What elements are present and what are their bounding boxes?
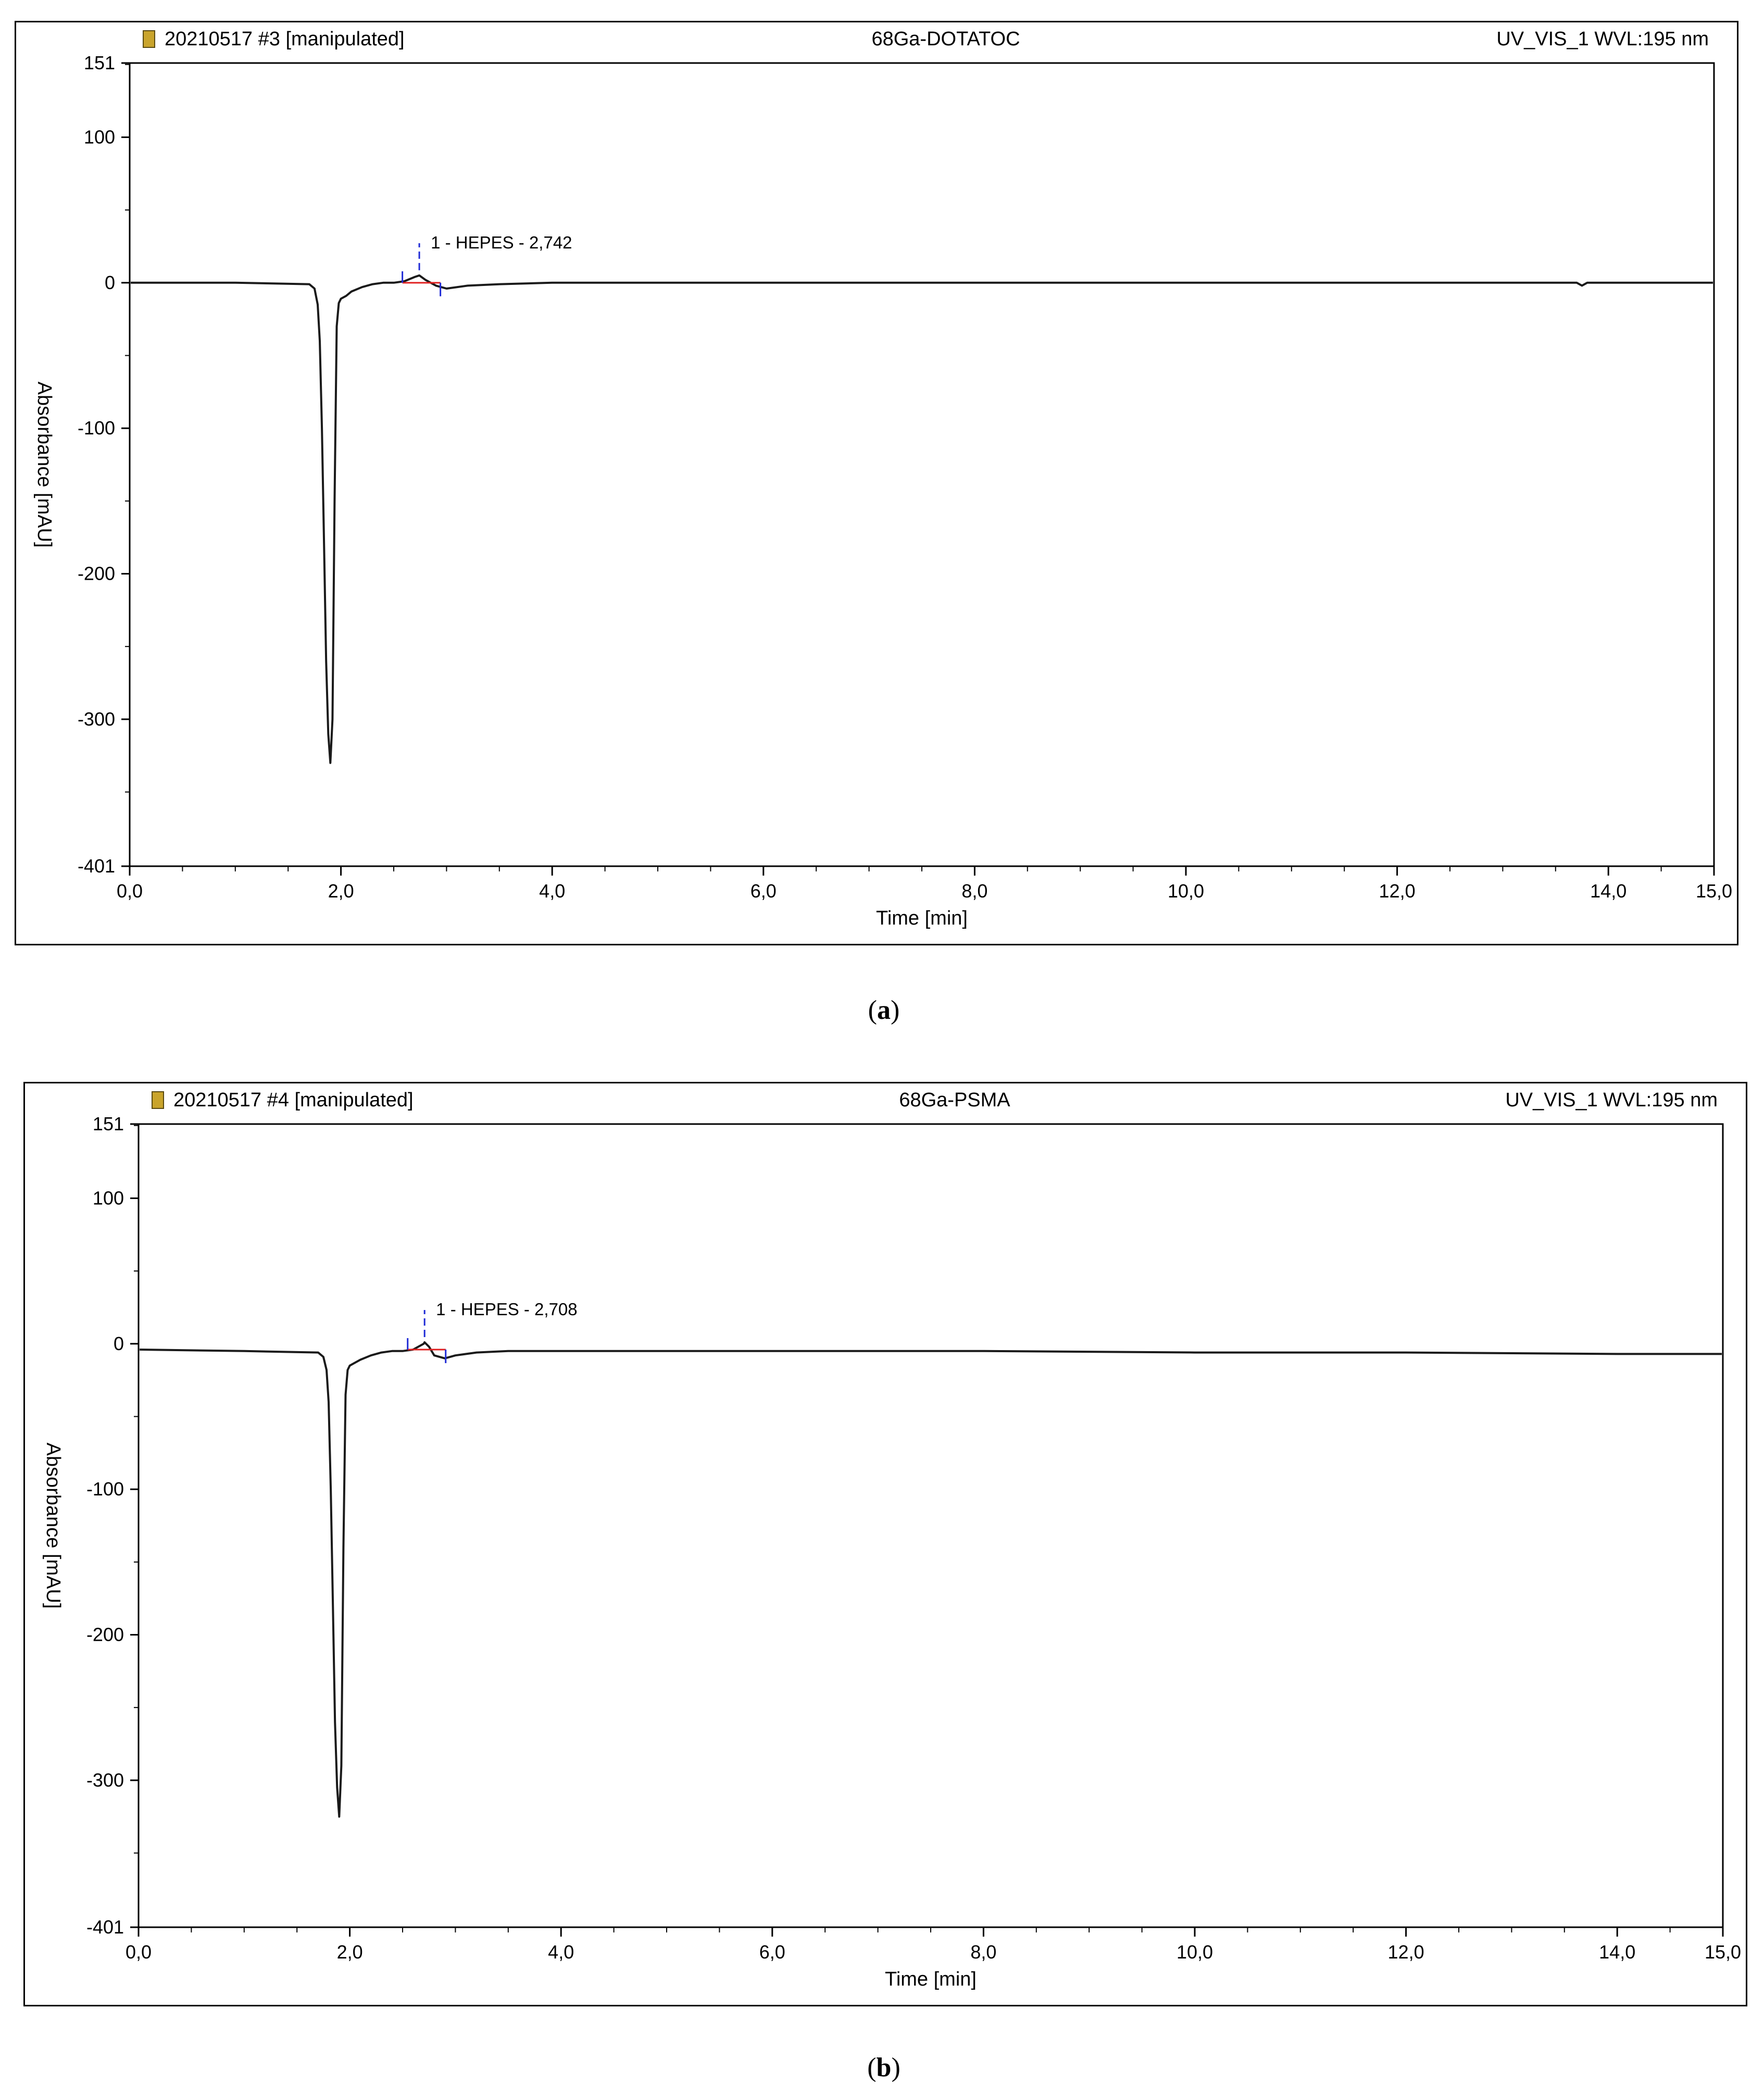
- x-tick-label: 0,0: [117, 880, 143, 902]
- y-axis-label: Absorbance [mAU]: [42, 1443, 64, 1609]
- y-tick-label: -300: [78, 708, 115, 730]
- y-tick-label: -100: [78, 417, 115, 439]
- y-tick-label: 151: [93, 1113, 124, 1134]
- x-axis-label: Time [min]: [876, 907, 968, 929]
- header-injection: 20210517 #3 [manipulated]: [165, 28, 405, 50]
- chromatogram-b-svg: 20210517 #4 [manipulated] 68Ga-PSMA UV_VIS…: [42, 1089, 1741, 1990]
- panel-caption-a: (a): [868, 995, 900, 1025]
- x-tick-label: 8,0: [961, 880, 987, 902]
- x-tick-label: 15,0: [1696, 880, 1732, 902]
- chromatogram-trace: [131, 274, 1713, 764]
- x-tick-label: 14,0: [1599, 1941, 1635, 1963]
- y-tick-label: 0: [114, 1333, 124, 1354]
- header-detector: UV_VIS_1 WVL:195 nm: [1505, 1089, 1718, 1111]
- panel-caption-b: (b): [867, 2053, 900, 2082]
- peak-integration-markers: [402, 243, 442, 296]
- x-tick-label: 8,0: [970, 1941, 996, 1963]
- x-tick-label: 12,0: [1379, 880, 1416, 902]
- x-tick-label: 12,0: [1388, 1941, 1424, 1963]
- x-tick-label: 6,0: [759, 1941, 785, 1963]
- plot-frame: [137, 1123, 1724, 1928]
- chromatogram-panel-a: 20210517 #3 [manipulated] 68Ga-DOTATOC UV_…: [15, 21, 1738, 945]
- header-sample-name: 68Ga-DOTATOC: [871, 28, 1020, 50]
- x-tick-label: 10,0: [1177, 1941, 1213, 1963]
- y-tick-label: -401: [78, 855, 115, 877]
- data-file-icon: [143, 30, 155, 48]
- y-tick-label: 100: [84, 126, 115, 147]
- chart-header: 20210517 #4 [manipulated] 68Ga-PSMA UV_VIS…: [152, 1089, 1718, 1111]
- x-tick-label: 4,0: [539, 880, 565, 902]
- y-tick-label: -401: [86, 1916, 124, 1938]
- y-tick-label: 100: [93, 1187, 124, 1208]
- header-sample-name: 68Ga-PSMA: [899, 1089, 1010, 1111]
- y-tick-label: -200: [86, 1624, 124, 1645]
- y-tick-label: -100: [86, 1478, 124, 1500]
- plot-frame: [129, 62, 1715, 867]
- x-tick-label: 0,0: [126, 1941, 152, 1963]
- y-axis-label: Absorbance [mAU]: [33, 382, 55, 548]
- y-tick-label: -300: [86, 1769, 124, 1791]
- peak-label: 1 - HEPES - 2,708: [436, 1300, 577, 1319]
- x-tick-label: 14,0: [1590, 880, 1627, 902]
- x-tick-label: 4,0: [548, 1941, 574, 1963]
- x-tick-label: 10,0: [1168, 880, 1204, 902]
- panel-caption-b-letter: b: [876, 2053, 892, 2082]
- header-injection: 20210517 #4 [manipulated]: [173, 1089, 414, 1111]
- x-tick-label: 6,0: [750, 880, 777, 902]
- peak-label: 1 - HEPES - 2,742: [431, 233, 572, 252]
- header-detector: UV_VIS_1 WVL:195 nm: [1496, 28, 1709, 50]
- panel-caption-a-letter: a: [877, 995, 891, 1025]
- x-axis-label: Time [min]: [885, 1968, 977, 1990]
- chromatogram-panel-b: 20210517 #4 [manipulated] 68Ga-PSMA UV_VIS…: [23, 1082, 1747, 2006]
- chart-header: 20210517 #3 [manipulated] 68Ga-DOTATOC UV_…: [143, 28, 1709, 50]
- y-tick-label: 151: [84, 52, 115, 73]
- data-file-icon: [152, 1091, 164, 1109]
- x-tick-label: 2,0: [337, 1941, 363, 1963]
- x-tick-label: 2,0: [328, 880, 354, 902]
- y-tick-label: 0: [105, 272, 115, 293]
- peak-integration-markers: [407, 1310, 447, 1363]
- chromatogram-a-svg: 20210517 #3 [manipulated] 68Ga-DOTATOC UV_…: [33, 28, 1732, 929]
- y-tick-label: -200: [78, 563, 115, 584]
- x-tick-label: 15,0: [1705, 1941, 1741, 1963]
- chromatogram-trace: [140, 1341, 1722, 1818]
